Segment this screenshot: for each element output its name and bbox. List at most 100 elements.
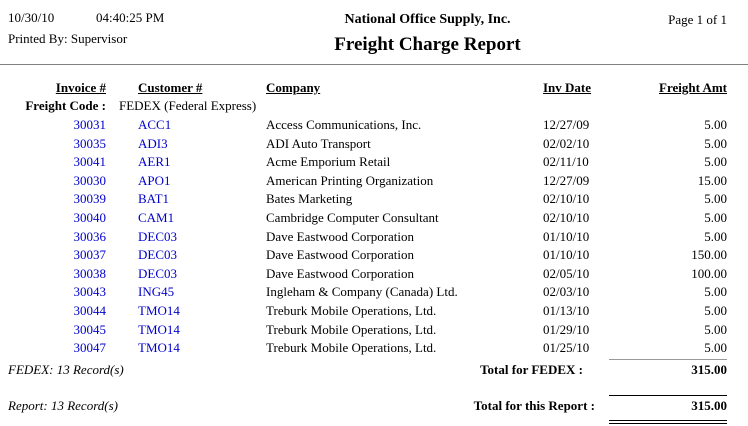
customer-number-link[interactable]: TMO14: [138, 321, 180, 337]
inv-date-cell: 12/27/09: [543, 172, 590, 188]
customer-number-link[interactable]: TMO14: [138, 302, 180, 318]
inv-date-cell: 02/02/10: [543, 135, 590, 151]
invoice-number-link[interactable]: 30044: [73, 302, 107, 318]
table-row: 30035 ADI3 ADI Auto Transport 02/02/10 5…: [8, 135, 728, 154]
company-cell: Access Communications, Inc.: [266, 117, 422, 132]
column-header-customer: Customer #: [138, 80, 203, 95]
freight-amt-cell: 5.00: [704, 284, 727, 300]
group-total-label: Total for FEDEX :: [480, 361, 583, 377]
company-cell: American Printing Organization: [266, 172, 434, 188]
company-cell: Dave Eastwood Corporation: [266, 265, 415, 281]
invoice-number-link[interactable]: 30035: [73, 135, 107, 151]
freight-amt-cell: 5.00: [704, 340, 727, 356]
invoice-number-link[interactable]: 30045: [73, 321, 107, 337]
table-area: Invoice # Customer # Company Inv Date Fr…: [0, 80, 748, 358]
inv-date-cell: 02/10/10: [543, 209, 590, 225]
customer-number-link[interactable]: DEC03: [138, 247, 177, 263]
freight-amt-cell: 5.00: [704, 302, 727, 318]
company-cell: Dave Eastwood Corporation: [266, 228, 415, 244]
group-total-row: FEDEX: 13 Record(s) Total for FEDEX : 31…: [0, 358, 748, 378]
invoice-number-link[interactable]: 30031: [73, 117, 107, 132]
report-title: Freight Charge Report: [334, 34, 521, 55]
invoice-number-link[interactable]: 30041: [73, 154, 107, 170]
table-row: 30047 TMO14 Treburk Mobile Operations, L…: [8, 339, 728, 358]
group-record-count: FEDEX: 13 Record(s): [8, 361, 124, 377]
company-cell: Dave Eastwood Corporation: [266, 247, 415, 263]
customer-number-link[interactable]: APO1: [138, 172, 171, 188]
inv-date-cell: 02/03/10: [543, 284, 590, 300]
freight-amt-cell: 5.00: [704, 117, 727, 132]
company-cell: Ingleham & Company (Canada) Ltd.: [266, 284, 458, 300]
table-row: 30045 TMO14 Treburk Mobile Operations, L…: [8, 321, 728, 340]
customer-number-link[interactable]: TMO14: [138, 340, 180, 356]
freight-code-value: FEDEX (Federal Express): [119, 98, 257, 113]
table-row: 30041 AER1 Acme Emporium Retail 02/11/10…: [8, 153, 728, 172]
freight-amt-cell: 100.00: [691, 265, 727, 281]
inv-date-cell: 01/29/10: [543, 321, 590, 337]
company-cell: Bates Marketing: [266, 191, 353, 207]
inv-date-cell: 02/05/10: [543, 265, 590, 281]
table-row: 30038 DEC03 Dave Eastwood Corporation 02…: [8, 265, 728, 284]
table-row: 30037 DEC03 Dave Eastwood Corporation 01…: [8, 246, 728, 265]
company-name: National Office Supply, Inc.: [344, 12, 511, 27]
customer-number-link[interactable]: DEC03: [138, 228, 177, 244]
freight-amt-cell: 5.00: [704, 321, 727, 337]
table-row: 30030 APO1 American Printing Organizatio…: [8, 172, 728, 191]
customer-number-link[interactable]: ING45: [138, 284, 175, 300]
company-cell: Cambridge Computer Consultant: [266, 209, 439, 225]
freight-amt-cell: 5.00: [704, 209, 727, 225]
group-header-row: Freight Code : FEDEX (Federal Express): [8, 98, 727, 116]
freight-amt-cell: 5.00: [704, 228, 727, 244]
report-header: 10/30/10 04:40:25 PM Printed By: Supervi…: [0, 10, 748, 56]
column-header-invoice: Invoice #: [55, 80, 106, 95]
table-row: 30039 BAT1 Bates Marketing 02/10/10 5.00: [8, 190, 728, 209]
table-row: 30043 ING45 Ingleham & Company (Canada) …: [8, 283, 728, 302]
report-total-double-rule: [609, 419, 727, 424]
customer-number-link[interactable]: ADI3: [138, 135, 168, 151]
report-total-label: Total for this Report :: [473, 397, 595, 413]
invoice-number-link[interactable]: 30036: [73, 228, 107, 244]
print-date: 10/30/10: [8, 10, 55, 25]
table-row: 30040 CAM1 Cambridge Computer Consultant…: [8, 209, 728, 228]
group-total-amount: 315.00: [609, 358, 727, 378]
freight-amt-cell: 5.00: [704, 191, 727, 207]
inv-date-cell: 01/10/10: [543, 247, 590, 263]
company-cell: ADI Auto Transport: [266, 135, 371, 151]
inv-date-cell: 02/10/10: [543, 191, 590, 207]
invoice-number-link[interactable]: 30040: [73, 209, 107, 225]
customer-number-link[interactable]: DEC03: [138, 265, 177, 281]
invoice-number-link[interactable]: 30039: [73, 191, 107, 207]
invoice-number-link[interactable]: 30043: [73, 284, 107, 300]
table-body: 30031 ACC1 Access Communications, Inc. 1…: [8, 116, 728, 358]
customer-number-link[interactable]: BAT1: [138, 191, 170, 207]
freight-code-label: Freight Code :: [25, 98, 106, 113]
printed-by-label: Printed By: Supervisor: [8, 31, 128, 46]
print-datetime: 10/30/10 04:40:25 PM: [8, 10, 238, 26]
header-divider: [0, 64, 748, 65]
header-center: National Office Supply, Inc. Freight Cha…: [238, 10, 617, 56]
freight-amt-cell: 15.00: [697, 172, 727, 188]
inv-date-cell: 01/13/10: [543, 302, 590, 318]
invoice-number-link[interactable]: 30030: [73, 172, 107, 188]
inv-date-cell: 01/25/10: [543, 340, 590, 356]
column-header-company: Company: [266, 80, 321, 95]
company-cell: Treburk Mobile Operations, Ltd.: [266, 321, 437, 337]
invoice-number-link[interactable]: 30047: [73, 340, 107, 356]
invoice-number-link[interactable]: 30038: [73, 265, 107, 281]
freight-amt-cell: 150.00: [691, 247, 727, 263]
freight-amt-cell: 5.00: [704, 154, 727, 170]
customer-number-link[interactable]: ACC1: [138, 117, 172, 132]
table-row: 30031 ACC1 Access Communications, Inc. 1…: [8, 116, 728, 135]
report-total-row: Report: 13 Record(s) Total for this Repo…: [0, 394, 748, 414]
inv-date-cell: 01/10/10: [543, 228, 590, 244]
company-cell: Treburk Mobile Operations, Ltd.: [266, 340, 437, 356]
print-time: 04:40:25 PM: [96, 10, 165, 25]
invoice-number-link[interactable]: 30037: [73, 247, 107, 263]
report-total-amount: 315.00: [609, 394, 727, 414]
column-header-invdate: Inv Date: [543, 80, 592, 95]
column-header-freight-amt: Freight Amt: [659, 80, 727, 95]
customer-number-link[interactable]: AER1: [138, 154, 171, 170]
customer-number-link[interactable]: CAM1: [138, 209, 175, 225]
report-total-double-rule-wrap: [0, 419, 748, 424]
